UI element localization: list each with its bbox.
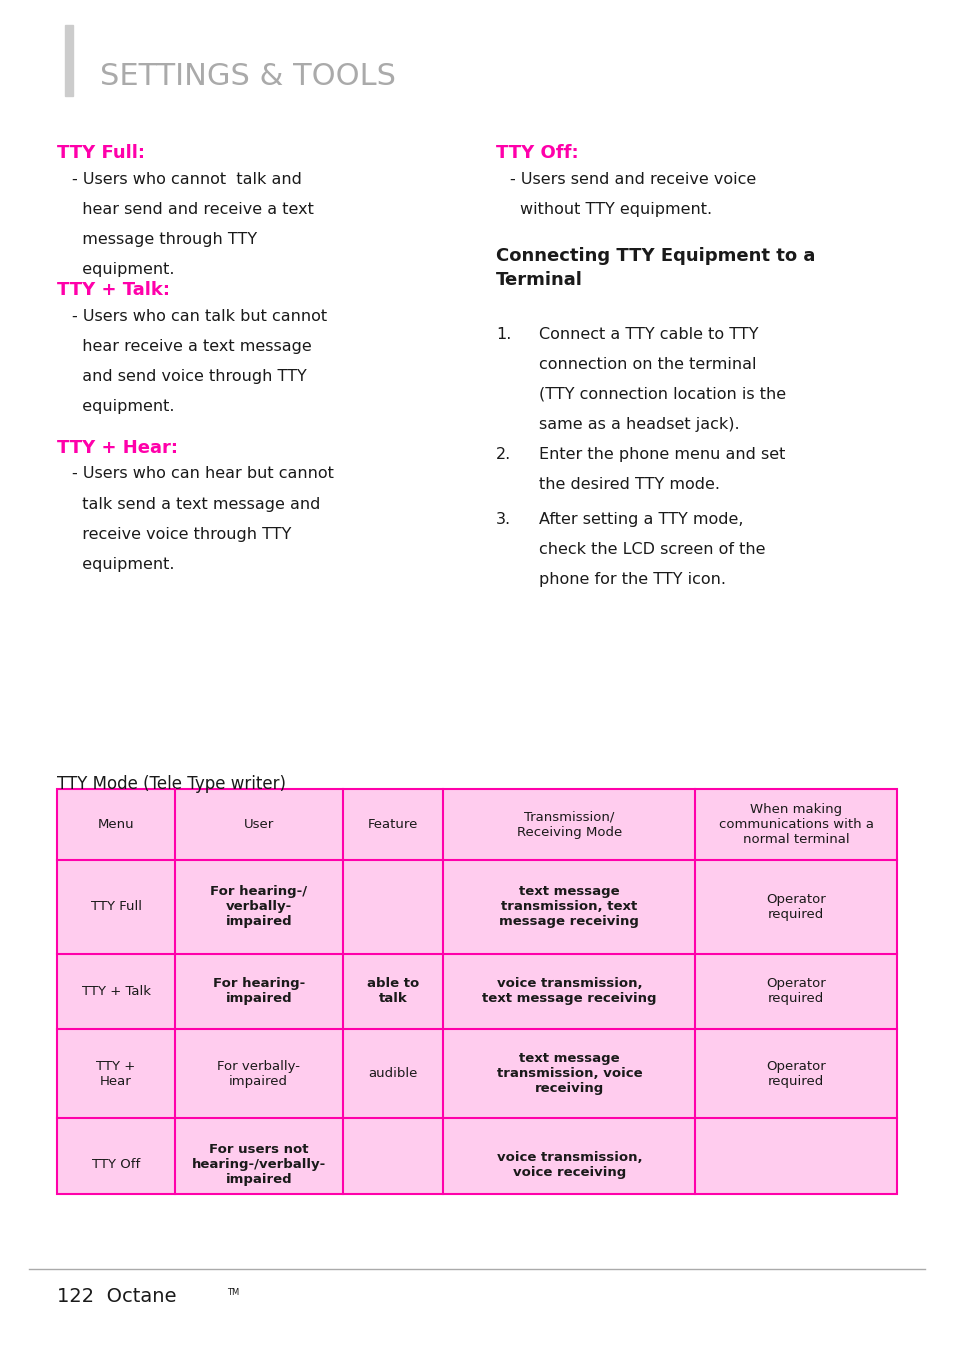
Bar — [57, 789, 896, 1194]
Text: - Users who cannot  talk and: - Users who cannot talk and — [71, 172, 301, 187]
Text: TTY Full:: TTY Full: — [57, 144, 145, 162]
Text: - Users who can hear but cannot: - Users who can hear but cannot — [71, 466, 334, 482]
Text: without TTY equipment.: without TTY equipment. — [519, 202, 711, 217]
Text: TTY + Talk:: TTY + Talk: — [57, 281, 170, 299]
Text: User: User — [243, 818, 274, 831]
Text: 3.: 3. — [496, 512, 511, 527]
Text: (TTY connection location is the: (TTY connection location is the — [538, 387, 785, 402]
Text: Menu: Menu — [97, 818, 134, 831]
Text: receive voice through TTY: receive voice through TTY — [71, 527, 291, 542]
Text: TTY Off:: TTY Off: — [496, 144, 578, 162]
Text: same as a headset jack).: same as a headset jack). — [538, 417, 739, 432]
Text: After setting a TTY mode,: After setting a TTY mode, — [538, 512, 742, 527]
Text: connection on the terminal: connection on the terminal — [538, 357, 756, 372]
Text: 122  Octane: 122 Octane — [57, 1287, 176, 1306]
Text: TTY Off: TTY Off — [91, 1158, 140, 1172]
Text: 2.: 2. — [496, 447, 511, 462]
Text: TTY + Talk: TTY + Talk — [81, 985, 151, 997]
Text: For verbally-
impaired: For verbally- impaired — [217, 1059, 300, 1088]
Text: TTY Full: TTY Full — [91, 900, 141, 914]
Text: and send voice through TTY: and send voice through TTY — [71, 369, 306, 384]
Text: TTY +
Hear: TTY + Hear — [96, 1059, 135, 1088]
Text: text message
transmission, text
message receiving: text message transmission, text message … — [498, 885, 639, 929]
Text: Feature: Feature — [368, 818, 417, 831]
Text: equipment.: equipment. — [71, 557, 173, 572]
Text: phone for the TTY icon.: phone for the TTY icon. — [538, 572, 725, 587]
Text: TTY Mode (Tele Type writer): TTY Mode (Tele Type writer) — [57, 775, 286, 793]
Text: hear receive a text message: hear receive a text message — [71, 339, 311, 354]
Text: For hearing-/
verbally-
impaired: For hearing-/ verbally- impaired — [210, 885, 307, 929]
Text: check the LCD screen of the: check the LCD screen of the — [538, 542, 764, 557]
Text: talk send a text message and: talk send a text message and — [71, 497, 319, 512]
Text: voice transmission,
text message receiving: voice transmission, text message receivi… — [481, 977, 656, 1006]
Text: For hearing-
impaired: For hearing- impaired — [213, 977, 305, 1006]
Bar — [65, 25, 72, 96]
Text: When making
communications with a
normal terminal: When making communications with a normal… — [718, 803, 873, 847]
Text: voice transmission,
voice receiving: voice transmission, voice receiving — [496, 1151, 641, 1179]
Text: - Users send and receive voice: - Users send and receive voice — [510, 172, 756, 187]
Text: For users not
hearing-/verbally-
impaired: For users not hearing-/verbally- impaire… — [192, 1143, 326, 1187]
Text: Connect a TTY cable to TTY: Connect a TTY cable to TTY — [538, 327, 758, 342]
Text: Operator
required: Operator required — [765, 893, 825, 921]
Text: hear send and receive a text: hear send and receive a text — [71, 202, 314, 217]
Text: Connecting TTY Equipment to a
Terminal: Connecting TTY Equipment to a Terminal — [496, 247, 815, 288]
Text: TM: TM — [227, 1287, 239, 1297]
Text: TTY + Hear:: TTY + Hear: — [57, 439, 178, 457]
Text: Transmission/
Receiving Mode: Transmission/ Receiving Mode — [517, 811, 621, 838]
Text: SETTINGS & TOOLS: SETTINGS & TOOLS — [100, 62, 395, 91]
Text: Enter the phone menu and set: Enter the phone menu and set — [538, 447, 784, 462]
Text: equipment.: equipment. — [71, 399, 173, 414]
Text: text message
transmission, voice
receiving: text message transmission, voice receivi… — [496, 1052, 641, 1095]
Text: 1.: 1. — [496, 327, 511, 342]
Text: message through TTY: message through TTY — [71, 232, 256, 247]
Text: the desired TTY mode.: the desired TTY mode. — [538, 477, 720, 493]
Text: audible: audible — [368, 1067, 417, 1080]
Text: able to
talk: able to talk — [367, 977, 418, 1006]
Text: - Users who can talk but cannot: - Users who can talk but cannot — [71, 309, 326, 324]
Text: Operator
required: Operator required — [765, 1059, 825, 1088]
Text: equipment.: equipment. — [71, 262, 173, 277]
Text: Operator
required: Operator required — [765, 977, 825, 1006]
